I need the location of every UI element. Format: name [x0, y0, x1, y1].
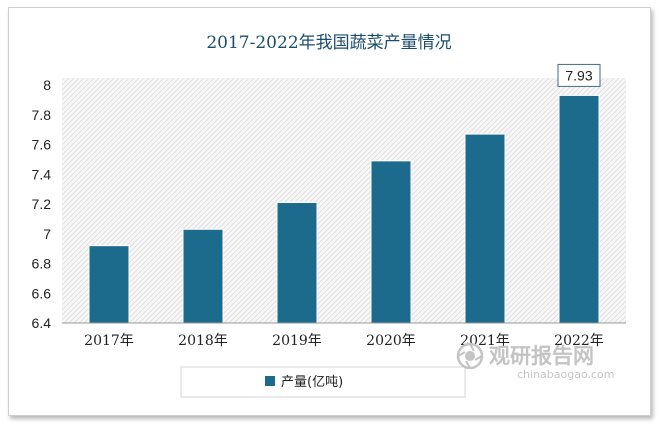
legend: 产量(亿吨) — [180, 366, 466, 398]
y-tick-label: 7 — [43, 226, 51, 242]
bar — [88, 245, 130, 324]
watermark-logo-icon — [456, 342, 484, 370]
plot-area-background — [62, 78, 626, 323]
bar — [558, 94, 600, 324]
data-label-group: 7.93 — [557, 63, 601, 87]
data-label-box — [557, 63, 601, 87]
bar-group — [88, 94, 600, 324]
watermark: 观研报告网 chinabaogao.com — [456, 342, 615, 381]
watermark-url: chinabaogao.com — [517, 368, 615, 381]
x-axis: 2017年 2018年 2019年 2020年 2021年 2022年 — [62, 322, 626, 349]
legend-swatch — [265, 376, 275, 386]
chart-frame: 2017-2022年我国蔬菜产量情况 6.4 6.6 6.8 7 7.2 7.4 7.6 7.… — [8, 7, 651, 416]
y-tick-label: 6.6 — [32, 285, 52, 301]
y-tick-label: 6.8 — [32, 256, 52, 272]
x-tick-label: 2022年 — [554, 333, 604, 349]
data-label-text: 7.93 — [565, 67, 592, 83]
y-tick-label: 7.8 — [32, 107, 52, 123]
chart: 2017-2022年我国蔬菜产量情况 6.4 6.6 6.8 7 7.2 7.4 7.6 7.… — [32, 33, 626, 398]
bar — [464, 133, 506, 324]
y-tick-label: 7.2 — [32, 196, 52, 212]
legend-box — [180, 366, 466, 398]
x-tick-label: 2018年 — [178, 333, 228, 349]
y-tick-label: 7.6 — [32, 137, 52, 153]
bar — [276, 202, 318, 324]
bar — [370, 160, 412, 324]
y-tick-label: 8 — [43, 77, 51, 93]
x-tick-label: 2017年 — [84, 333, 134, 349]
legend-label: 产量(亿吨) — [281, 375, 343, 390]
data-label: 7.93 — [557, 63, 601, 87]
y-axis: 6.4 6.6 6.8 7 7.2 7.4 7.6 7.8 8 — [32, 77, 52, 331]
x-tick-label: 2020年 — [366, 333, 416, 349]
watermark-text: 观研报告网 — [489, 344, 594, 368]
bar — [182, 228, 224, 324]
y-tick-label: 6.4 — [32, 315, 52, 331]
chart-title: 2017-2022年我国蔬菜产量情况 — [206, 33, 451, 53]
y-tick-label: 7.4 — [32, 166, 52, 182]
x-tick-label: 2019年 — [272, 333, 322, 349]
